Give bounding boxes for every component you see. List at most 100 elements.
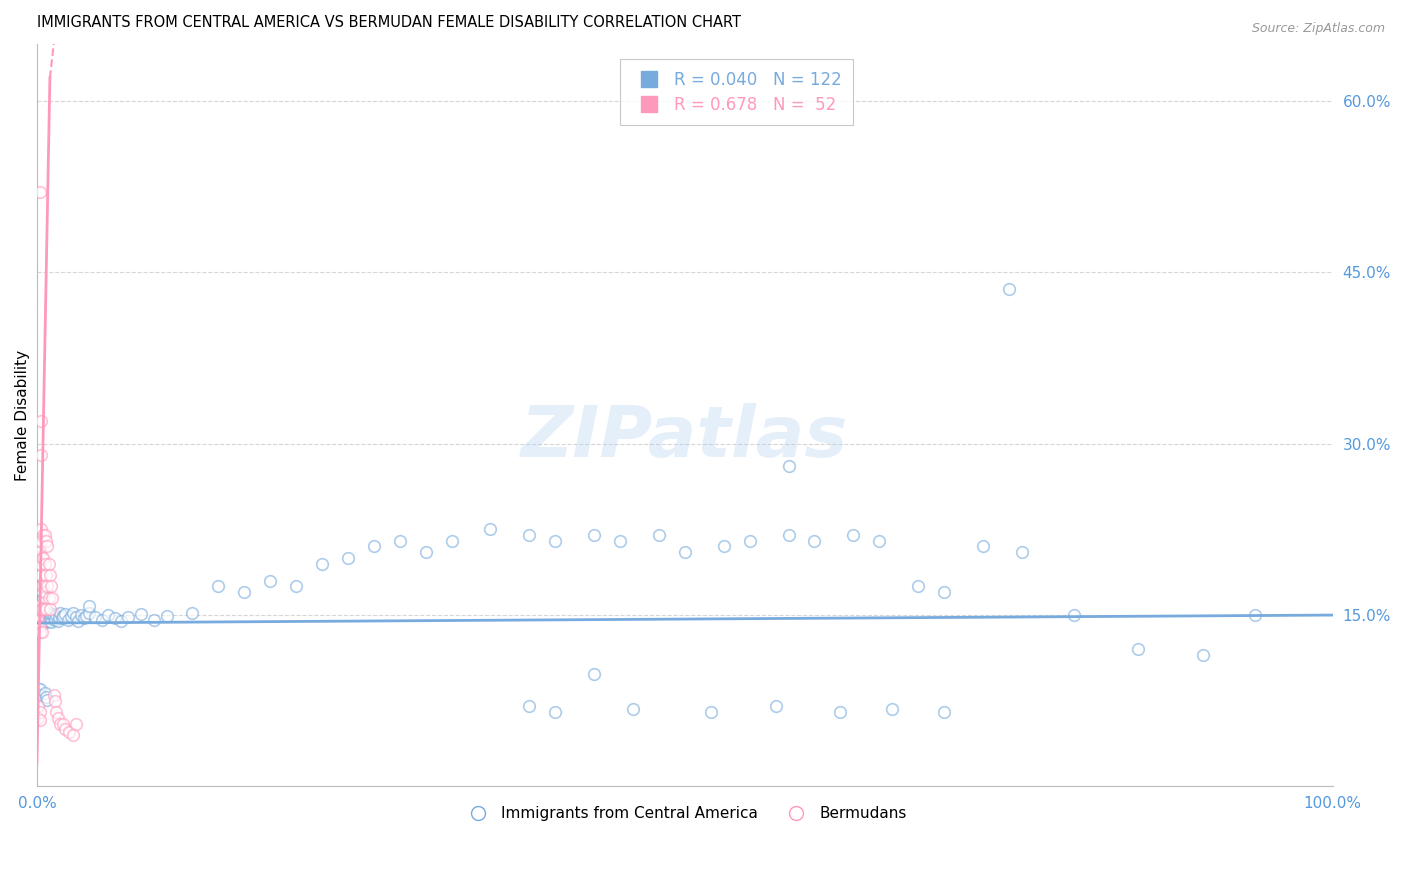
Point	[842, 528, 865, 542]
Point	[32, 609, 55, 624]
Point	[1128, 642, 1150, 657]
Point	[32, 615, 55, 629]
Point	[778, 459, 800, 474]
Point	[31, 606, 53, 620]
Point	[30, 522, 52, 536]
Point	[868, 533, 890, 548]
Point	[52, 609, 75, 624]
Point	[932, 585, 955, 599]
Point	[117, 610, 139, 624]
Point	[34, 528, 56, 542]
Point	[28, 617, 51, 632]
Point	[28, 540, 51, 554]
Point	[38, 602, 60, 616]
Point	[28, 688, 51, 702]
Point	[28, 557, 51, 571]
Point	[49, 606, 72, 620]
Point	[27, 608, 49, 623]
Point	[30, 607, 52, 621]
Point	[519, 528, 541, 542]
Point	[28, 186, 51, 200]
Point	[42, 688, 65, 702]
Point	[882, 702, 904, 716]
Point	[336, 550, 359, 565]
Point	[34, 605, 56, 619]
Point	[30, 533, 52, 548]
Point	[48, 610, 70, 624]
Point	[32, 579, 55, 593]
Point	[35, 615, 58, 629]
Point	[479, 522, 502, 536]
Point	[41, 591, 63, 605]
Point	[28, 613, 51, 627]
Point	[32, 608, 55, 623]
Point	[998, 282, 1021, 296]
Point	[27, 682, 49, 697]
Point	[39, 579, 62, 593]
Point	[27, 602, 49, 616]
Point	[738, 533, 761, 548]
Point	[34, 686, 56, 700]
Point	[363, 540, 385, 554]
Point	[28, 605, 51, 619]
Point	[32, 613, 55, 627]
Point	[285, 579, 308, 593]
Point	[77, 599, 100, 613]
Point	[35, 611, 58, 625]
Point	[28, 608, 51, 623]
Point	[31, 585, 53, 599]
Point	[45, 705, 67, 719]
Point	[110, 614, 132, 628]
Point	[65, 716, 87, 731]
Point	[31, 614, 53, 628]
Point	[52, 716, 75, 731]
Text: IMMIGRANTS FROM CENTRAL AMERICA VS BERMUDAN FEMALE DISABILITY CORRELATION CHART: IMMIGRANTS FROM CENTRAL AMERICA VS BERMU…	[37, 15, 741, 30]
Point	[207, 579, 229, 593]
Point	[27, 699, 49, 714]
Point	[34, 614, 56, 628]
Point	[58, 724, 80, 739]
Point	[673, 545, 696, 559]
Point	[415, 545, 437, 559]
Point	[583, 667, 606, 681]
Point	[609, 533, 631, 548]
Point	[90, 613, 112, 627]
Point	[30, 579, 52, 593]
Point	[32, 550, 55, 565]
Point	[45, 608, 67, 623]
Point	[35, 690, 58, 705]
Point	[38, 568, 60, 582]
Point	[44, 694, 66, 708]
Point	[55, 723, 77, 737]
Point	[31, 608, 53, 623]
Point	[27, 599, 49, 613]
Point	[932, 705, 955, 719]
Point	[27, 614, 49, 628]
Point	[42, 610, 65, 624]
Point	[155, 609, 177, 624]
Point	[38, 591, 60, 605]
Point	[700, 705, 723, 719]
Point	[1244, 608, 1267, 623]
Point	[35, 568, 58, 582]
Point	[70, 608, 93, 623]
Point	[49, 716, 72, 731]
Point	[32, 591, 55, 605]
Point	[28, 619, 51, 633]
Point	[67, 614, 90, 628]
Point	[37, 579, 59, 593]
Point	[62, 728, 84, 742]
Point	[129, 607, 152, 621]
Point	[44, 613, 66, 627]
Point	[142, 613, 165, 627]
Point	[28, 705, 51, 719]
Point	[104, 611, 127, 625]
Point	[440, 533, 463, 548]
Point	[830, 705, 852, 719]
Point	[648, 528, 671, 542]
Point	[713, 540, 735, 554]
Point	[38, 608, 60, 623]
Point	[72, 611, 94, 625]
Point	[30, 414, 52, 428]
Text: ZIPatlas: ZIPatlas	[522, 403, 849, 472]
